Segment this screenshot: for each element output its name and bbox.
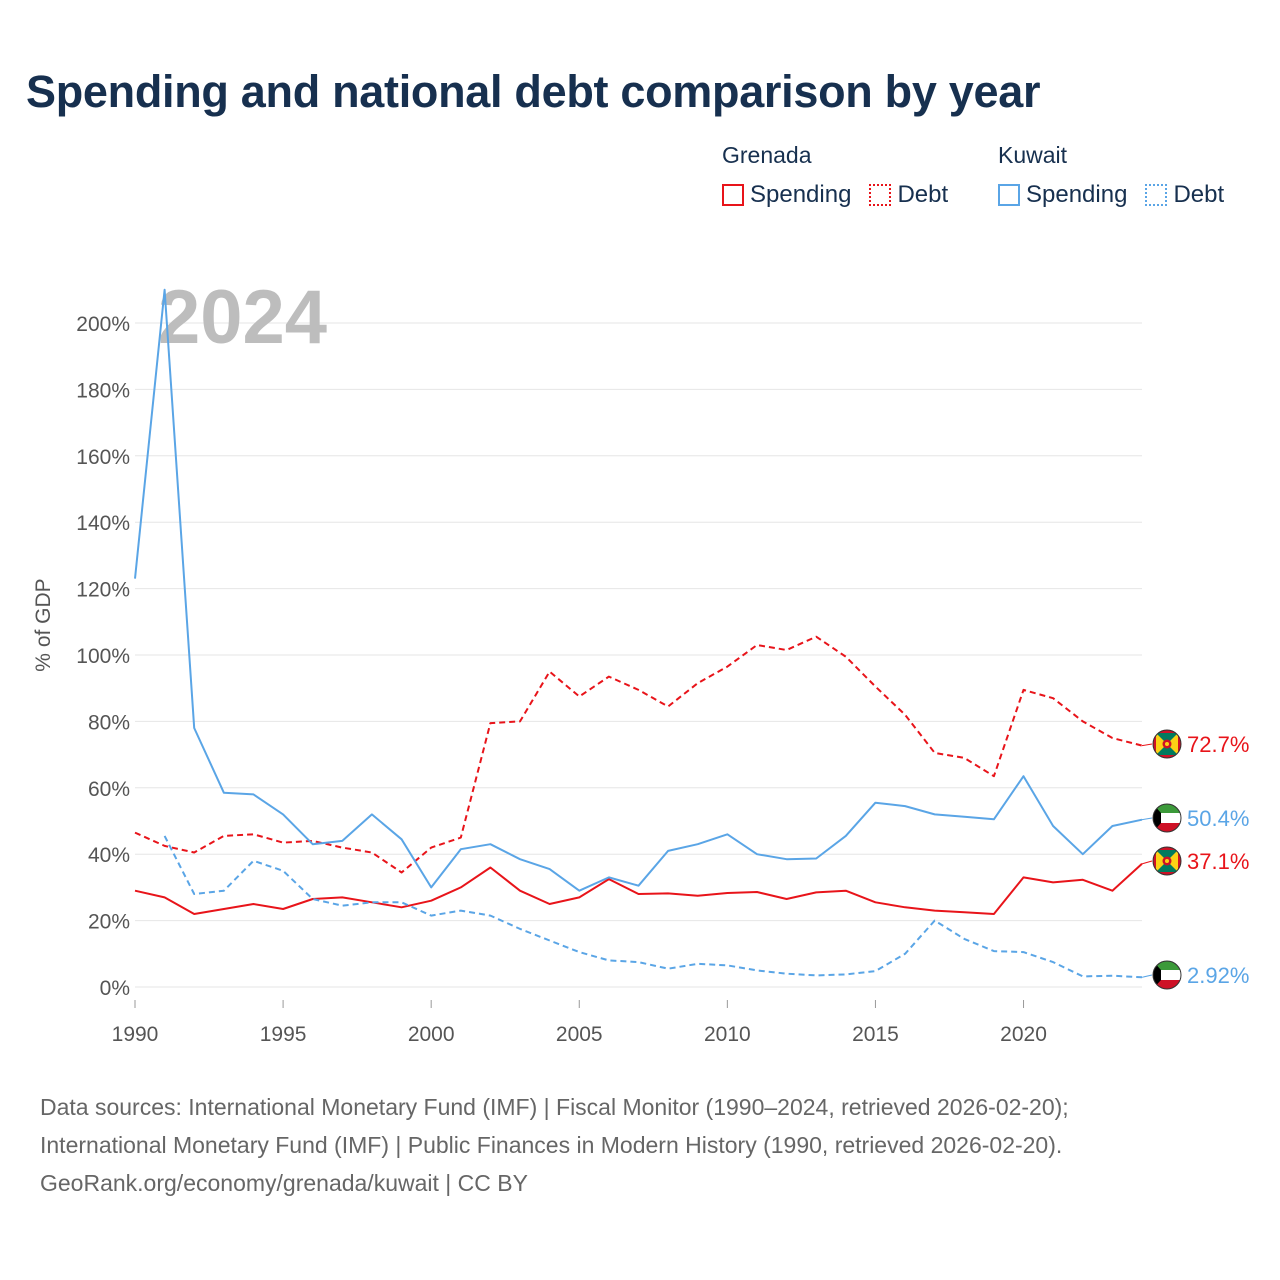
x-tick-label: 2015 (852, 1023, 899, 1046)
grenada-flag (1152, 729, 1182, 759)
x-tick-label: 2005 (556, 1023, 603, 1046)
end-label-connector (1141, 974, 1153, 978)
series-line-grenada-debt[interactable] (134, 635, 1143, 874)
legend-item-label: Debt (897, 181, 949, 208)
data-sources: Data sources: International Monetary Fun… (40, 1088, 1069, 1202)
year-watermark: 2024 (158, 275, 327, 360)
y-tick-label: 60% (88, 778, 130, 801)
y-tick-label: 200% (76, 313, 130, 336)
x-tick-label: 1990 (112, 1023, 159, 1046)
legend-group-label: Grenada (722, 142, 812, 168)
y-tick-label: 120% (76, 579, 130, 602)
legend-item-grenada-spending[interactable]: Spending (722, 181, 851, 209)
y-axis: 0% 20% 40% 60% 80% 100% 120% 140% 160% 180% 200% (76, 313, 130, 1000)
end-value-label: 37.1% (1187, 849, 1249, 874)
grenada-flag (1152, 846, 1182, 876)
y-tick-label: 140% (76, 512, 130, 535)
legend-group-grenada: Grenada Spending Debt (722, 142, 966, 209)
y-tick-label: 80% (88, 711, 130, 734)
end-label-connector (1141, 743, 1153, 747)
x-tick-label: 2020 (1000, 1023, 1047, 1046)
source-line: International Monetary Fund (IMF) | Publ… (40, 1132, 1063, 1158)
source-line: GeoRank.org/economy/grenada/kuwait | CC … (40, 1170, 528, 1196)
series-line-kuwait-spending[interactable] (134, 288, 1143, 892)
x-tick-label: 2000 (408, 1023, 455, 1046)
end-value-label: 2.92% (1187, 963, 1249, 988)
end-value-label: 50.4% (1187, 806, 1249, 831)
legend-swatch-solid (722, 184, 744, 206)
legend-group-kuwait: Kuwait Spending Debt (998, 142, 1242, 209)
series-line-kuwait-debt[interactable] (163, 835, 1143, 979)
end-label-connector (1141, 860, 1153, 865)
legend-group-label: Kuwait (998, 142, 1068, 168)
y-tick-label: 180% (76, 379, 130, 402)
legend-swatch-solid (998, 184, 1020, 206)
x-tick-label: 1995 (260, 1023, 307, 1046)
series-line-grenada-spending[interactable] (134, 863, 1143, 915)
y-tick-label: 100% (76, 645, 130, 668)
legend-item-grenada-debt[interactable]: Debt (869, 181, 948, 209)
series-lines (134, 288, 1143, 979)
legend-swatch-dotted (1145, 184, 1168, 206)
y-tick-label: 160% (76, 446, 130, 469)
x-axis: 1990 1995 2000 2005 2010 2015 2020 (112, 1000, 1047, 1046)
legend-swatch-dotted (869, 184, 892, 206)
source-line: Data sources: International Monetary Fun… (40, 1094, 1069, 1120)
x-tick-label: 2010 (704, 1023, 751, 1046)
y-tick-label: 0% (100, 977, 130, 1000)
y-axis-label: % of GDP (32, 578, 55, 671)
end-labels: 72.7% 50.4% 37.1% 2.92% (1141, 729, 1249, 990)
line-chart: 2024 0% 20% 40% 60% 80% 100% 120% 140% 160% 180% 2… (32, 275, 1249, 1046)
kuwait-flag (1152, 960, 1182, 990)
legend-item-kuwait-debt[interactable]: Debt (1145, 181, 1224, 209)
y-tick-label: 20% (88, 911, 130, 934)
legend-item-kuwait-spending[interactable]: Spending (998, 181, 1127, 209)
end-value-label: 72.7% (1187, 732, 1249, 757)
gridlines (135, 322, 1142, 988)
end-label-connector (1141, 817, 1153, 821)
y-tick-label: 40% (88, 844, 130, 867)
legend-item-label: Debt (1173, 181, 1225, 208)
legend-item-label: Spending (750, 181, 852, 208)
kuwait-flag (1152, 803, 1182, 833)
legend-item-label: Spending (1026, 181, 1128, 208)
chart-title: Spending and national debt comparison by… (26, 66, 1041, 117)
